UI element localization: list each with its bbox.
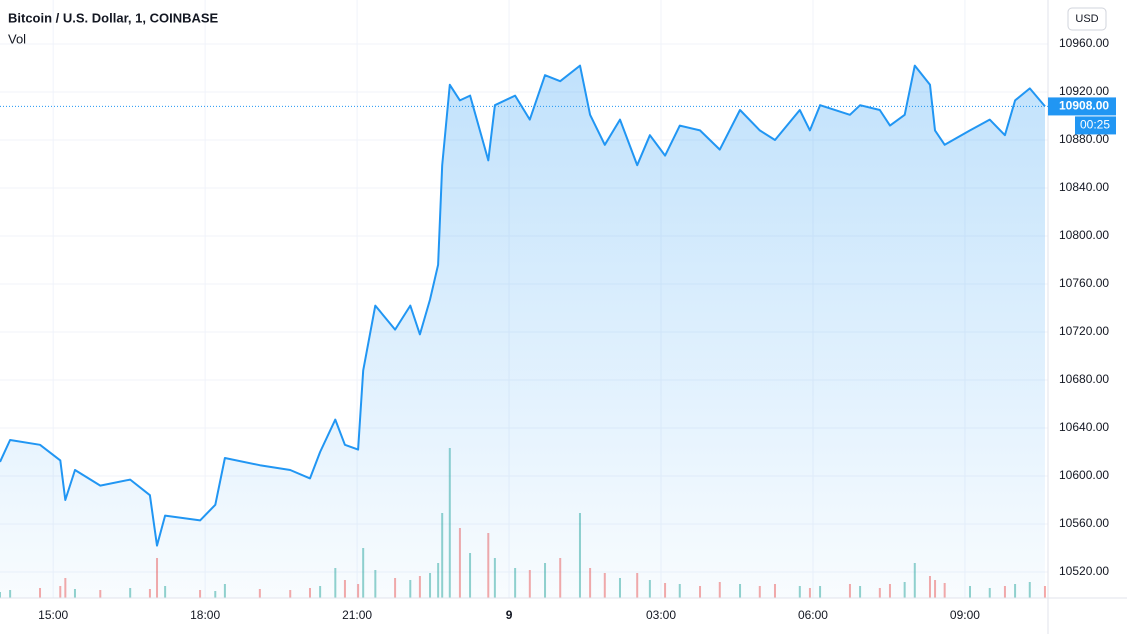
y-tick-label: 10560.00 [1059, 516, 1109, 530]
x-tick-label: 03:00 [646, 608, 676, 622]
y-tick-label: 10880.00 [1059, 132, 1109, 146]
y-tick-label: 10680.00 [1059, 372, 1109, 386]
last-price-label: 10908.00 [1059, 99, 1109, 113]
y-tick-label: 10520.00 [1059, 564, 1109, 578]
y-tick-label: 10640.00 [1059, 420, 1109, 434]
currency-button[interactable] [1067, 7, 1107, 31]
x-tick-label: 06:00 [798, 608, 828, 622]
y-tick-label: 10920.00 [1059, 84, 1109, 98]
x-tick-label: 15:00 [38, 608, 68, 622]
y-tick-label: 10960.00 [1059, 36, 1109, 50]
x-tick-label: 18:00 [190, 608, 220, 622]
x-tick-label: 09:00 [950, 608, 980, 622]
last-price-box [1048, 97, 1116, 116]
price-line [0, 64, 1046, 547]
currency: USD [1075, 13, 1098, 25]
x-tick-label: 21:00 [342, 608, 372, 622]
area-fill [0, 65, 1045, 599]
chart-title: Bitcoin / U.S. Dollar, 1, COINBASE [8, 10, 219, 25]
countdown: 00:25 [1080, 118, 1110, 132]
price [0, 64, 1046, 599]
x-tick-label: 9 [506, 608, 513, 622]
countdown-box [1075, 116, 1116, 135]
y-tick-label: 10840.00 [1059, 180, 1109, 194]
y-tick-label: 10600.00 [1059, 468, 1109, 482]
y-tick-label: 10760.00 [1059, 276, 1109, 290]
y-tick-label: 10800.00 [1059, 228, 1109, 242]
volume-label: Vol [8, 31, 26, 46]
y-tick-label: 10720.00 [1059, 324, 1109, 338]
